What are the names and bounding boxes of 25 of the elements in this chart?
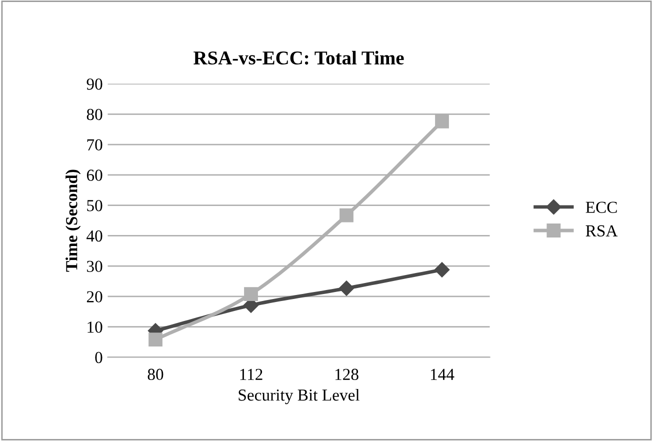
y-tick-label: 0 xyxy=(95,352,102,364)
point xyxy=(148,332,162,347)
point xyxy=(434,262,450,278)
point xyxy=(338,280,354,296)
x-tick-label: 112 xyxy=(240,368,262,380)
y-tick-label: 10 xyxy=(88,322,102,333)
y-tick-label: 30 xyxy=(87,260,102,272)
y-tick-label: 70 xyxy=(87,139,102,150)
y-tick-label: 20 xyxy=(86,291,102,302)
y-tick-label: 50 xyxy=(87,200,102,212)
point xyxy=(435,114,449,128)
x-tick-label: 128 xyxy=(335,368,358,380)
x-axis-title: Security Bit Level xyxy=(238,388,360,404)
y-tick-label: 60 xyxy=(86,170,102,181)
legend-label: ECC xyxy=(586,202,617,213)
x-tick-label: 80 xyxy=(148,368,164,380)
x-tick-label: 144 xyxy=(430,368,454,380)
y-tick-label: 80 xyxy=(86,108,102,120)
y-axis-title: Time (Second) xyxy=(66,170,81,272)
point xyxy=(244,287,258,301)
chart-title: RSA-vs-ECC: Total Time xyxy=(194,50,404,65)
y-tick-label: 40 xyxy=(86,230,102,242)
y-tick-label: 90 xyxy=(86,78,102,90)
legend-label: RSA xyxy=(586,225,618,236)
point xyxy=(340,208,354,222)
